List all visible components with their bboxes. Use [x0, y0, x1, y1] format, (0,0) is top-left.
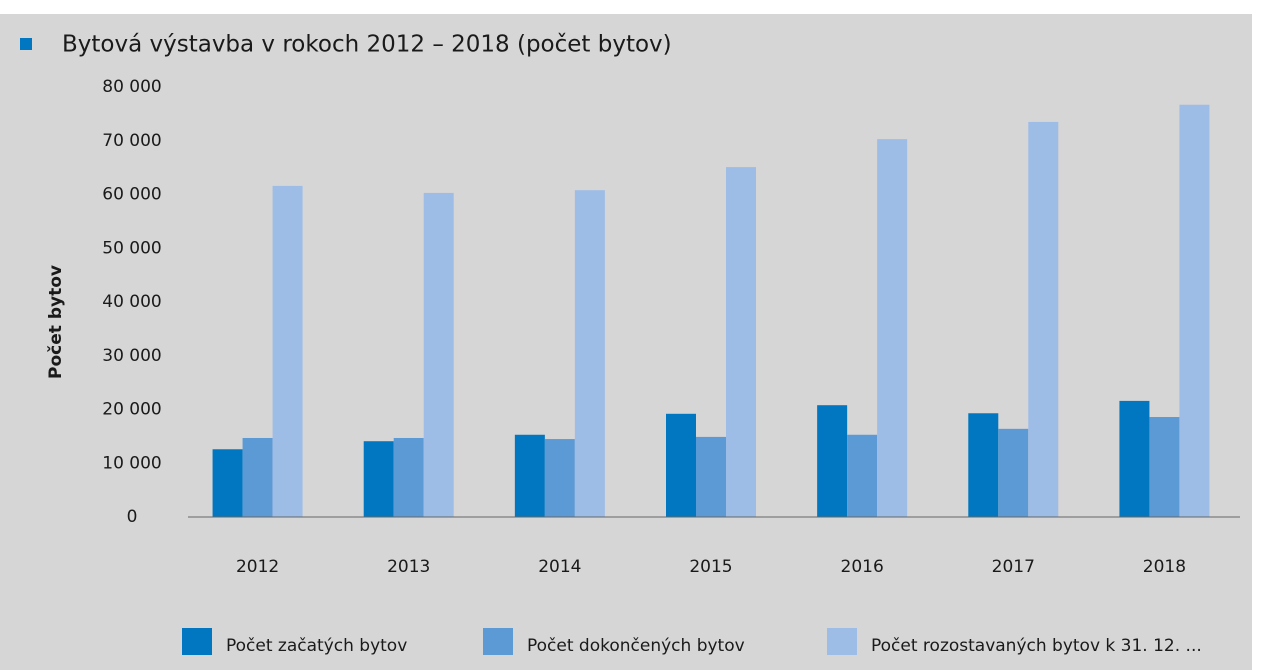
y-tick-label: 40 000 — [102, 292, 161, 312]
y-tick-label: 20 000 — [102, 400, 161, 420]
bar — [514, 434, 545, 517]
bar — [272, 185, 303, 517]
bar — [877, 139, 908, 517]
legend-label: Počet začatých bytov — [226, 636, 407, 656]
bar — [393, 437, 424, 517]
y-tick-label: 80 000 — [102, 77, 161, 97]
legend-swatch — [182, 628, 212, 655]
x-tick-label: 2014 — [538, 557, 581, 577]
bar — [1028, 121, 1059, 517]
bar — [363, 441, 394, 517]
y-tick-label: 10 000 — [102, 453, 161, 473]
y-tick-label: 30 000 — [102, 346, 161, 366]
legend-label: Počet rozostavaných bytov k 31. 12. ... — [871, 636, 1202, 656]
bar — [998, 428, 1029, 517]
bar — [544, 439, 575, 517]
bar — [574, 190, 605, 517]
bar — [817, 405, 848, 517]
y-tick-label: 50 000 — [102, 238, 161, 258]
bar — [847, 434, 878, 517]
legend-label: Počet dokončených bytov — [527, 636, 745, 656]
bar — [242, 437, 273, 517]
bar — [696, 436, 726, 517]
x-tick-label: 2017 — [992, 557, 1035, 577]
bar — [1119, 400, 1150, 517]
y-axis-label: Počet bytov — [46, 265, 66, 379]
x-tick-label: 2018 — [1143, 557, 1186, 577]
title-marker — [20, 38, 32, 50]
bar — [1149, 417, 1180, 517]
x-tick-label: 2012 — [236, 557, 279, 577]
x-tick-label: 2015 — [689, 557, 732, 577]
chart-title: Bytová výstavba v rokoch 2012 – 2018 (po… — [62, 32, 672, 58]
legend-swatch — [483, 628, 513, 655]
y-tick-label: 0 — [127, 507, 138, 527]
bar — [212, 449, 243, 517]
legend-swatch — [827, 628, 857, 655]
panel — [0, 14, 1252, 670]
y-tick-label: 60 000 — [102, 185, 161, 205]
y-tick-label: 70 000 — [102, 131, 161, 151]
bar — [968, 413, 999, 517]
x-tick-label: 2016 — [841, 557, 884, 577]
bar — [1179, 104, 1210, 518]
bar — [726, 167, 756, 517]
x-tick-label: 2013 — [387, 557, 430, 577]
bar — [423, 192, 454, 517]
bar — [666, 413, 696, 517]
